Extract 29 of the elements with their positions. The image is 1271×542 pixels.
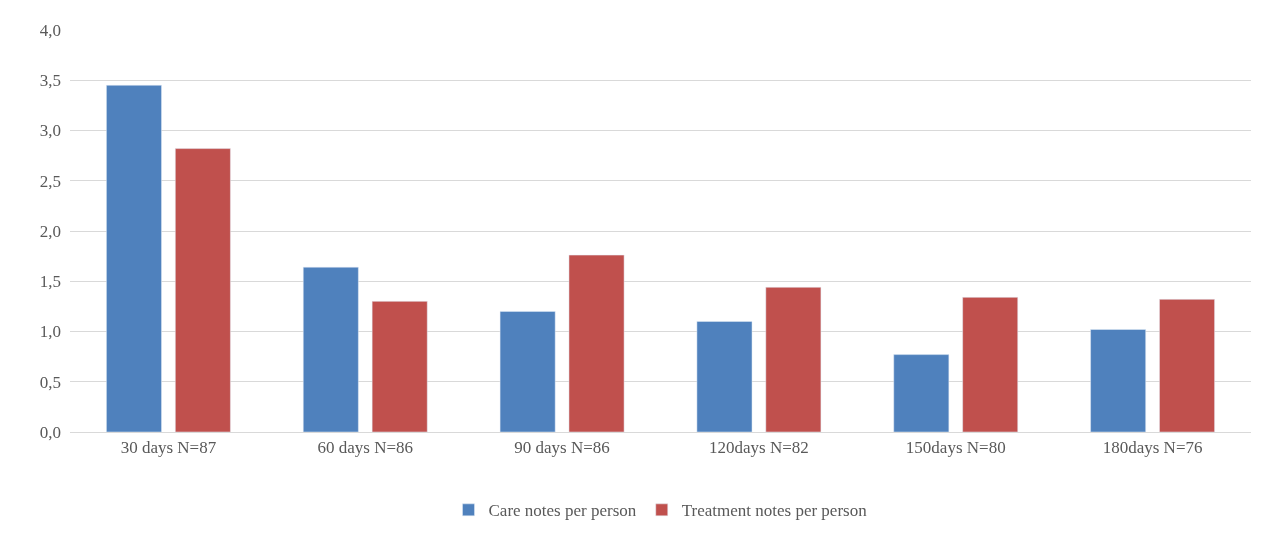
y-tick-label: 3,0 [39,121,61,141]
y-tick-label: 2,5 [39,171,61,191]
y-tick-label: 1,0 [39,322,61,342]
bar [696,321,753,432]
x-tick-label: 150days N=80 [905,438,1006,458]
x-tick-label: 90 days N=86 [514,438,610,458]
bar [962,297,1018,432]
bar [371,301,428,432]
x-tick-label: 30 days N=87 [120,438,217,458]
bar [893,354,950,432]
bar [1159,299,1215,432]
legend-label: Treatment notes per person [681,501,868,521]
y-tick-label: 1,5 [39,272,61,292]
bar [106,85,162,432]
bar [568,254,625,432]
y-tick-label: 2,0 [39,221,61,241]
legend-label: Care notes per person [488,501,637,521]
y-tick-label: 0,0 [39,422,61,442]
y-tick-label: 0,5 [39,372,61,392]
bar [765,287,822,432]
bar [175,148,231,432]
bar [303,266,359,432]
x-tick-label: 60 days N=86 [317,438,414,458]
y-tick-label: 3,5 [39,71,61,91]
bar [1090,329,1146,432]
x-tick-label: 180days N=76 [1102,438,1203,458]
y-tick-label: 4,0 [39,20,61,40]
x-tick-label: 120days N=82 [709,438,809,458]
bar [499,311,556,432]
